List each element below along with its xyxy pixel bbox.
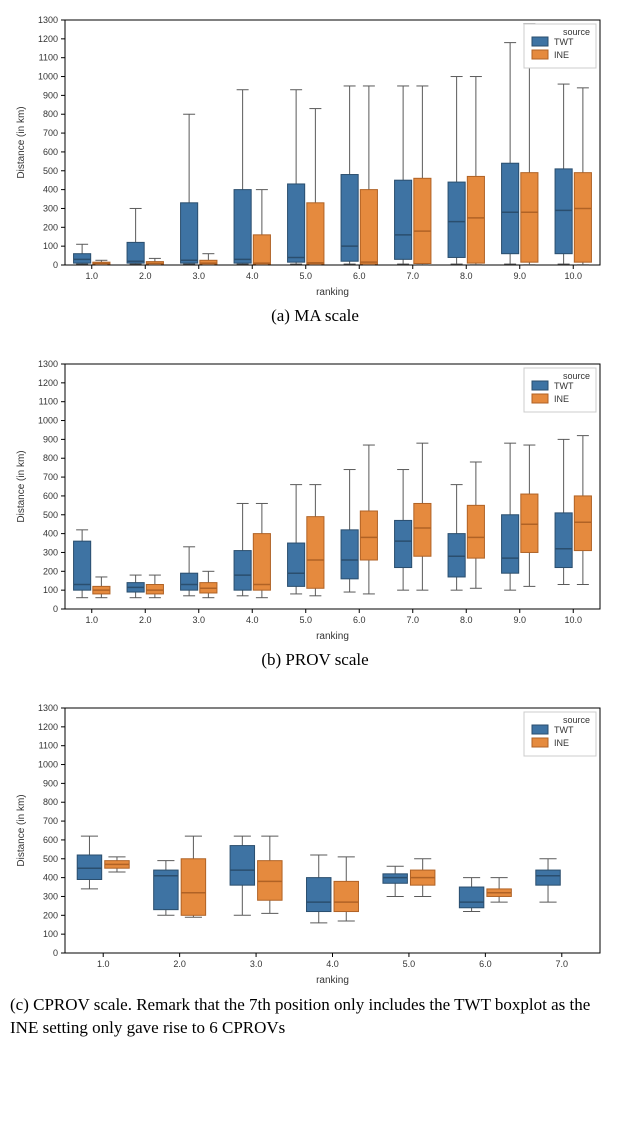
- svg-text:1300: 1300: [38, 359, 58, 369]
- chart-a-svg: 0 100 200 300 400 500 600 700 800 900 1000 1100 1200…: [10, 10, 610, 300]
- svg-text:1300: 1300: [38, 15, 58, 25]
- svg-text:4.0: 4.0: [246, 271, 259, 281]
- chart-c-caption: (c) CPROV scale. Remark that the 7th pos…: [10, 994, 620, 1040]
- svg-text:9.0: 9.0: [513, 271, 526, 281]
- svg-text:INE: INE: [554, 738, 569, 748]
- svg-text:200: 200: [43, 910, 58, 920]
- svg-text:1100: 1100: [39, 397, 58, 407]
- svg-text:1200: 1200: [38, 34, 58, 44]
- svg-text:4.0: 4.0: [326, 959, 339, 969]
- svg-text:ranking: ranking: [316, 287, 349, 298]
- chart-c-svg: 0 100 200 300 400 500 600 700 800 900 1000 1100 1200…: [10, 698, 610, 988]
- svg-text:300: 300: [43, 547, 58, 557]
- svg-text:Distance (in km): Distance (in km): [16, 106, 27, 178]
- svg-text:3.0: 3.0: [250, 959, 263, 969]
- svg-text:8.0: 8.0: [460, 615, 473, 625]
- svg-text:6.0: 6.0: [353, 271, 366, 281]
- svg-text:800: 800: [43, 453, 58, 463]
- svg-text:600: 600: [43, 835, 58, 845]
- svg-text:800: 800: [43, 797, 58, 807]
- svg-text:700: 700: [43, 472, 58, 482]
- svg-text:1200: 1200: [38, 378, 58, 388]
- svg-text:Distance (in km): Distance (in km): [16, 794, 27, 866]
- svg-text:1200: 1200: [38, 722, 58, 732]
- chart-c-block: 0 100 200 300 400 500 600 700 800 900 1000 1100 1200…: [10, 698, 620, 1040]
- svg-text:2.0: 2.0: [173, 959, 186, 969]
- svg-text:400: 400: [43, 529, 58, 539]
- chart-b-caption: (b) PROV scale: [10, 650, 620, 670]
- svg-text:200: 200: [43, 222, 58, 232]
- chart-a-caption: (a) MA scale: [10, 306, 620, 326]
- svg-text:500: 500: [43, 510, 58, 520]
- chart-a-block: 0 100 200 300 400 500 600 700 800 900 1000 1100 1200…: [10, 10, 620, 326]
- svg-text:10.0: 10.0: [564, 271, 582, 281]
- svg-text:100: 100: [43, 929, 58, 939]
- svg-text:10.0: 10.0: [564, 615, 582, 625]
- svg-text:6.0: 6.0: [353, 615, 366, 625]
- svg-text:1000: 1000: [38, 416, 58, 426]
- svg-text:7.0: 7.0: [556, 959, 569, 969]
- svg-text:0: 0: [53, 948, 58, 958]
- svg-text:ranking: ranking: [316, 631, 349, 642]
- svg-text:700: 700: [43, 816, 58, 826]
- svg-text:TWT: TWT: [554, 381, 574, 391]
- svg-text:1.0: 1.0: [85, 271, 98, 281]
- svg-text:2.0: 2.0: [139, 615, 152, 625]
- svg-text:900: 900: [43, 90, 58, 100]
- svg-text:ranking: ranking: [316, 975, 349, 986]
- svg-text:8.0: 8.0: [460, 271, 473, 281]
- svg-text:INE: INE: [554, 394, 569, 404]
- svg-text:300: 300: [43, 203, 58, 213]
- svg-text:800: 800: [43, 109, 58, 119]
- chart-b-svg: 0 100 200 300 400 500 600 700 800 900 1000 1100 1200…: [10, 354, 610, 644]
- svg-text:600: 600: [43, 147, 58, 157]
- svg-text:1000: 1000: [38, 760, 58, 770]
- svg-text:0: 0: [53, 604, 58, 614]
- svg-text:7.0: 7.0: [406, 615, 419, 625]
- svg-text:1100: 1100: [39, 53, 58, 63]
- svg-text:4.0: 4.0: [246, 615, 259, 625]
- svg-text:1300: 1300: [38, 703, 58, 713]
- svg-text:TWT: TWT: [554, 725, 574, 735]
- svg-text:INE: INE: [554, 50, 569, 60]
- svg-text:900: 900: [43, 434, 58, 444]
- svg-text:source: source: [563, 371, 590, 381]
- svg-text:TWT: TWT: [554, 37, 574, 47]
- svg-text:100: 100: [43, 585, 58, 595]
- svg-text:6.0: 6.0: [479, 959, 492, 969]
- svg-text:200: 200: [43, 566, 58, 576]
- svg-text:2.0: 2.0: [139, 271, 152, 281]
- svg-text:5.0: 5.0: [299, 271, 312, 281]
- svg-text:5.0: 5.0: [299, 615, 312, 625]
- svg-text:1.0: 1.0: [85, 615, 98, 625]
- svg-text:source: source: [563, 27, 590, 37]
- svg-text:7.0: 7.0: [406, 271, 419, 281]
- svg-text:1.0: 1.0: [97, 959, 110, 969]
- svg-text:0: 0: [53, 260, 58, 270]
- svg-text:400: 400: [43, 185, 58, 195]
- svg-text:9.0: 9.0: [513, 615, 526, 625]
- svg-text:600: 600: [43, 491, 58, 501]
- svg-text:source: source: [563, 715, 590, 725]
- svg-text:100: 100: [43, 241, 58, 251]
- svg-text:300: 300: [43, 891, 58, 901]
- svg-text:1100: 1100: [39, 741, 58, 751]
- svg-text:700: 700: [43, 128, 58, 138]
- svg-text:500: 500: [43, 854, 58, 864]
- svg-text:Distance (in km): Distance (in km): [16, 450, 27, 522]
- svg-text:900: 900: [43, 778, 58, 788]
- svg-text:3.0: 3.0: [192, 271, 205, 281]
- svg-text:3.0: 3.0: [192, 615, 205, 625]
- svg-text:5.0: 5.0: [403, 959, 416, 969]
- svg-text:500: 500: [43, 166, 58, 176]
- chart-b-block: 0 100 200 300 400 500 600 700 800 900 1000 1100 1200…: [10, 354, 620, 670]
- svg-text:400: 400: [43, 873, 58, 883]
- svg-text:1000: 1000: [38, 72, 58, 82]
